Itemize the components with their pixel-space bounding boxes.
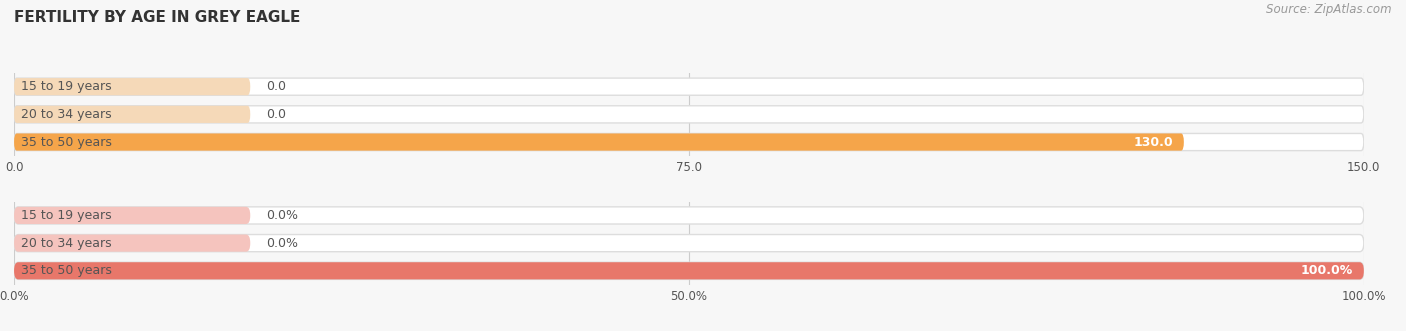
Text: FERTILITY BY AGE IN GREY EAGLE: FERTILITY BY AGE IN GREY EAGLE bbox=[14, 10, 301, 25]
Text: 35 to 50 years: 35 to 50 years bbox=[21, 264, 111, 277]
FancyBboxPatch shape bbox=[14, 106, 250, 123]
FancyBboxPatch shape bbox=[14, 235, 1364, 252]
FancyBboxPatch shape bbox=[14, 207, 1364, 224]
Text: 20 to 34 years: 20 to 34 years bbox=[21, 108, 111, 121]
Text: 15 to 19 years: 15 to 19 years bbox=[21, 209, 111, 222]
Text: 130.0: 130.0 bbox=[1133, 136, 1173, 149]
FancyBboxPatch shape bbox=[14, 262, 1364, 279]
Text: 100.0%: 100.0% bbox=[1301, 264, 1353, 277]
FancyBboxPatch shape bbox=[14, 262, 1364, 279]
FancyBboxPatch shape bbox=[14, 78, 250, 95]
Text: 0.0: 0.0 bbox=[267, 80, 287, 93]
FancyBboxPatch shape bbox=[14, 78, 1364, 95]
FancyBboxPatch shape bbox=[14, 133, 1364, 151]
FancyBboxPatch shape bbox=[14, 235, 250, 252]
FancyBboxPatch shape bbox=[14, 133, 1184, 151]
Text: 15 to 19 years: 15 to 19 years bbox=[21, 80, 111, 93]
FancyBboxPatch shape bbox=[14, 106, 1364, 123]
FancyBboxPatch shape bbox=[14, 207, 250, 224]
Text: 0.0%: 0.0% bbox=[267, 209, 298, 222]
Text: 35 to 50 years: 35 to 50 years bbox=[21, 136, 111, 149]
Text: Source: ZipAtlas.com: Source: ZipAtlas.com bbox=[1267, 3, 1392, 16]
Text: 20 to 34 years: 20 to 34 years bbox=[21, 237, 111, 250]
Text: 0.0: 0.0 bbox=[267, 108, 287, 121]
Text: 0.0%: 0.0% bbox=[267, 237, 298, 250]
